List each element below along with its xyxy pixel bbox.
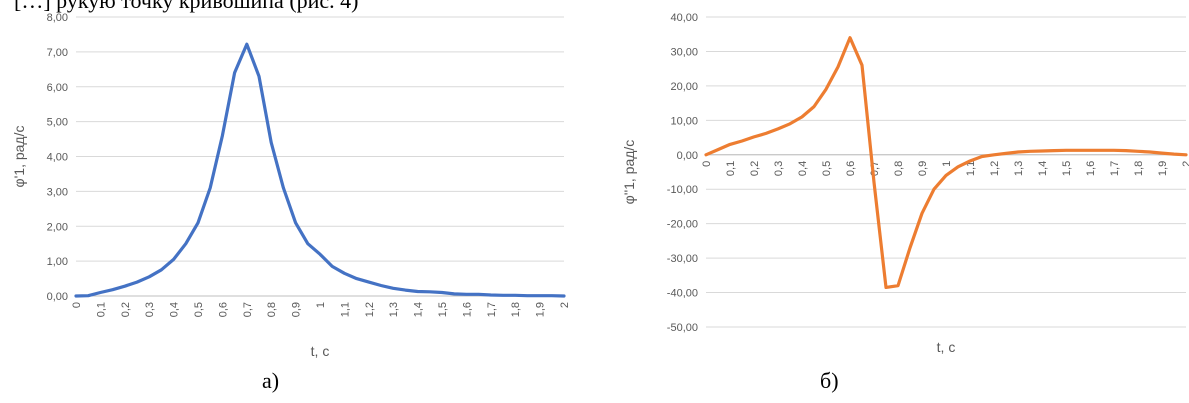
chart1-y-tick-label: 10,00: [670, 115, 698, 127]
chart0-x-tick-label: 0,6: [217, 302, 229, 317]
chart0-y-tick-label: 7,00: [47, 47, 68, 59]
chart0-x-tick-label: 1,2: [364, 302, 376, 317]
chart1-x-tick-label: 1: [941, 161, 953, 167]
chart0-x-tick-label: 1,7: [486, 302, 498, 317]
caption-b: б): [820, 368, 839, 393]
chart1-x-tick-label: 1,1: [965, 161, 977, 176]
chart1-y-tick-label: -30,00: [667, 253, 698, 265]
chart1-y-tick-label: -10,00: [667, 184, 698, 196]
chart0-x-tick-label: 1,1: [339, 302, 351, 317]
chart1-y-tick-label: -20,00: [667, 219, 698, 231]
chart0-y-tick-label: 3,00: [47, 186, 68, 198]
chart0-x-tick-label: 0,1: [95, 302, 107, 317]
chart1-x-tick-label: 0,9: [917, 161, 929, 176]
chart-a: 0,00 1,00 2,00 3,00 4,00 5,00 6,00 7,00 8,00 0 0,1…: [11, 12, 571, 359]
chart0-x-tick-label: 1,5: [437, 302, 449, 317]
top-text-strip: […] рукую точку кривошипа (рис. 4): [0, 0, 1189, 14]
chart0-x-tick-label: 0,7: [242, 302, 254, 317]
chart0-y-tick-label: 2,00: [47, 221, 68, 233]
chart1-x-tick-label: 1,2: [989, 161, 1001, 176]
chart0-x-tick-label: 1,9: [535, 302, 547, 317]
chart1-y-tick-label: -40,00: [667, 288, 698, 300]
chart1-x-tick-label: 0,5: [821, 161, 833, 176]
chart0-y-tick-label: 1,00: [47, 256, 68, 268]
chart1-x-tick-label: 0: [701, 161, 713, 167]
chart1-x-tick-label: 2: [1181, 161, 1189, 167]
chart1-x-axis-title: t, c: [937, 339, 956, 355]
chart1-y-tick-label: 40,00: [670, 12, 698, 24]
chart1-x-tick-label: 1,5: [1061, 161, 1073, 176]
chart1-x-tick-label: 1,7: [1109, 161, 1121, 176]
chart0-x-tick-label: 0,3: [144, 302, 156, 317]
chart0-y-tick-label: 6,00: [47, 82, 68, 94]
chart1-x-tick-label: 1,4: [1037, 161, 1049, 176]
chart0-x-tick-label: 1,4: [413, 302, 425, 317]
chart0-y-axis-title: φ'1, рад/с: [11, 126, 27, 188]
chart-b: -50,00 -40,00 -30,00 -20,00 -10,00 0,00 10,00 2…: [621, 12, 1189, 355]
caption-a: а): [262, 368, 280, 393]
chart1-y-tick-label: 30,00: [670, 46, 698, 58]
chart0-x-tick-label: 0,5: [193, 302, 205, 317]
chart0-y-tick-label: 0,00: [47, 291, 68, 303]
chart0-y-tick-label: 5,00: [47, 117, 68, 129]
top-text: […] рукую точку кривошипа (рис. 4): [14, 0, 359, 13]
chart0-series-line: [74, 42, 566, 298]
chart1-x-tick-label: 1,6: [1085, 161, 1097, 176]
chart1-x-tick-label: 0,6: [845, 161, 857, 176]
chart0-x-tick-label: 0,8: [266, 302, 278, 317]
chart1-y-tick-label: 20,00: [670, 81, 698, 93]
chart1-y-axis-title: φ''1, рад/с: [621, 140, 637, 205]
chart1-y-tick-label: 0,00: [677, 150, 698, 162]
chart0-x-tick-label: 1: [315, 302, 327, 308]
chart1-series-line: [704, 36, 1188, 289]
chart0-x-tick-label: 0,4: [169, 302, 181, 317]
chart1-y-tick-label: -50,00: [667, 322, 698, 334]
chart1-x-tick-label: 1,8: [1133, 161, 1145, 176]
chart1-x-tick-label: 0,8: [893, 161, 905, 176]
chart1-x-tick-label: 1,3: [1013, 161, 1025, 176]
chart1-x-tick-label: 0,3: [773, 161, 785, 176]
chart0-x-tick-label: 0: [71, 302, 83, 308]
chart0-x-tick-label: 1,6: [461, 302, 473, 317]
chart0-x-tick-label: 0,2: [120, 302, 132, 317]
chart0-x-tick-label: 1,3: [388, 302, 400, 317]
chart0-x-axis-title: t, c: [311, 343, 330, 359]
chart0-y-tick-label: 8,00: [47, 12, 68, 24]
chart0-x-tick-label: 2: [559, 302, 571, 308]
chart0-x-tick-label: 1,8: [510, 302, 522, 317]
chart1-x-tick-label: 0,4: [797, 161, 809, 176]
chart1-x-tick-label: 1,9: [1157, 161, 1169, 176]
chart0-x-tick-label: 0,9: [291, 302, 303, 317]
chart1-x-tick-label: 0,2: [749, 161, 761, 176]
chart1-x-tick-label: 0,1: [725, 161, 737, 176]
chart0-y-tick-label: 4,00: [47, 152, 68, 164]
